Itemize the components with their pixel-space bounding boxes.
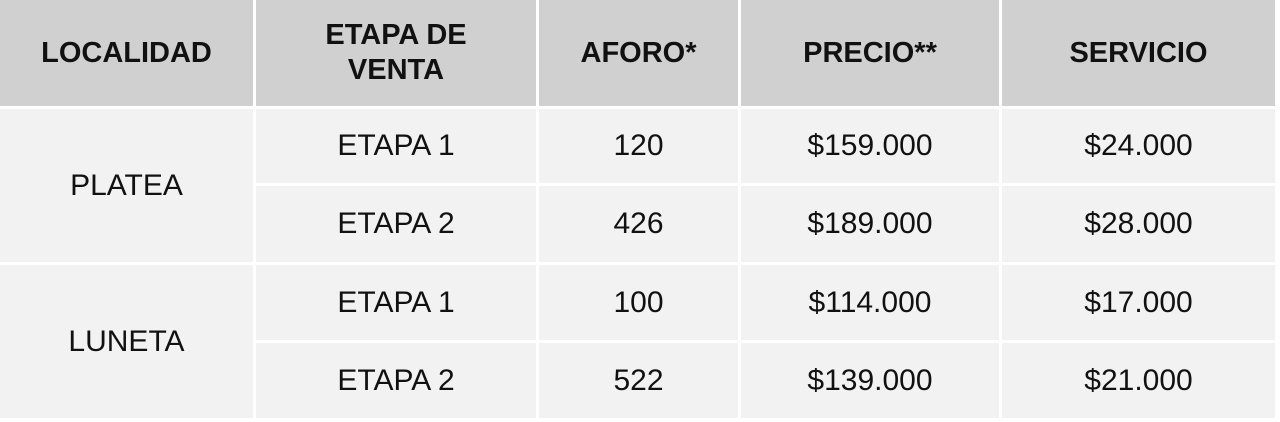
header-cell-text: LOCALIDAD: [41, 36, 212, 69]
data-cell-text: 522: [613, 363, 664, 397]
localidad-cell: LUNETA: [0, 265, 253, 418]
data-cell-text: $139.000: [807, 363, 933, 397]
data-cell-text: $189.000: [807, 207, 933, 240]
data-cell-text: 120: [613, 129, 664, 162]
header-cell-text: SERVICIO: [1069, 36, 1208, 69]
data-cell: ETAPA 2: [256, 186, 536, 262]
header-cell: LOCALIDAD: [0, 0, 253, 106]
header-cell: SERVICIO: [1002, 0, 1275, 106]
header-cell-text: AFORO*: [580, 36, 697, 69]
data-cell: $139.000: [741, 343, 999, 418]
header-cell: ETAPA DE VENTA: [256, 0, 536, 106]
data-cell-text: $114.000: [808, 285, 932, 319]
data-cell: ETAPA 1: [256, 109, 536, 183]
data-cell-text: $21.000: [1084, 363, 1193, 397]
header-cell-text: PRECIO**: [803, 36, 937, 69]
localidad-cell-text: LUNETA: [68, 324, 185, 358]
data-cell-text: ETAPA 1: [337, 285, 455, 319]
data-cell: 522: [539, 343, 738, 418]
localidad-cell: PLATEA: [0, 109, 253, 262]
data-cell: $114.000: [741, 265, 999, 340]
data-cell: 100: [539, 265, 738, 340]
data-cell: $189.000: [741, 186, 999, 262]
header-cell: PRECIO**: [741, 0, 999, 106]
data-cell-text: 100: [613, 285, 664, 319]
data-cell: ETAPA 1: [256, 265, 536, 340]
data-cell-text: $28.000: [1084, 207, 1193, 240]
data-cell: ETAPA 2: [256, 343, 536, 418]
data-cell-text: 426: [613, 207, 664, 240]
data-cell: 120: [539, 109, 738, 183]
data-cell-text: ETAPA 2: [337, 207, 455, 240]
data-cell: $17.000: [1002, 265, 1275, 340]
data-cell: $21.000: [1002, 343, 1275, 418]
header-cell: AFORO*: [539, 0, 738, 106]
data-cell: 426: [539, 186, 738, 262]
data-cell-text: $24.000: [1084, 129, 1193, 162]
data-cell-text: $159.000: [807, 129, 933, 162]
data-cell-text: ETAPA 1: [337, 129, 455, 162]
localidad-cell-text: PLATEA: [70, 168, 183, 202]
data-cell: $159.000: [741, 109, 999, 183]
data-cell-text: $17.000: [1084, 285, 1193, 319]
data-cell-text: ETAPA 2: [337, 363, 455, 397]
data-cell: $28.000: [1002, 186, 1275, 262]
data-cell: $24.000: [1002, 109, 1275, 183]
header-cell-text: ETAPA DE VENTA: [325, 19, 467, 86]
